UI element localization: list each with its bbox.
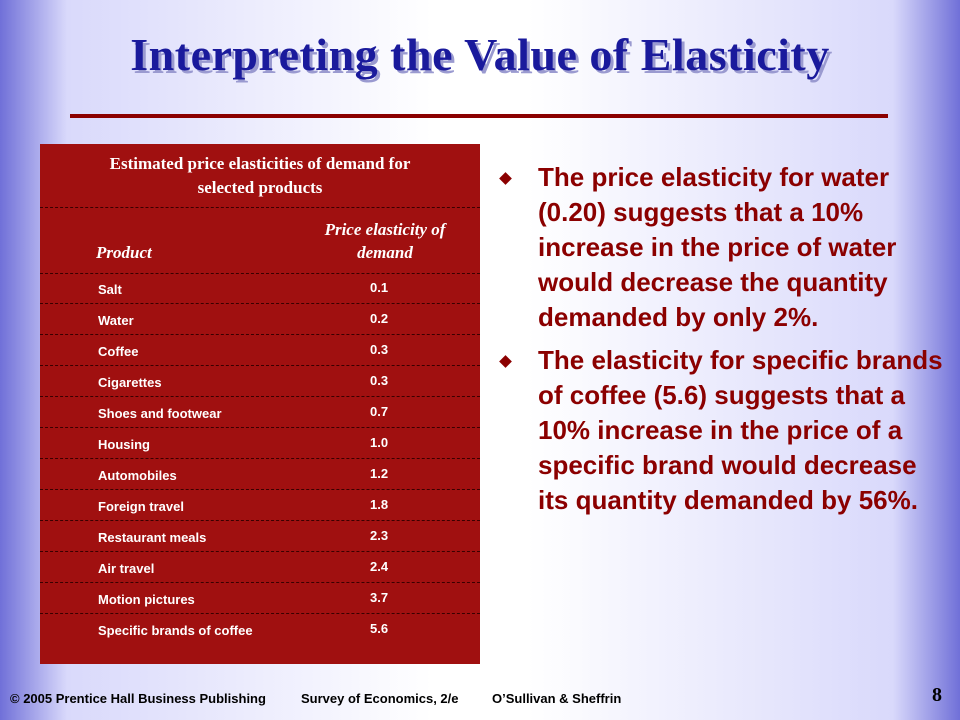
product-name: Water (98, 313, 134, 328)
table-row: Foreign travel 1.8 (40, 490, 480, 521)
table-row: Motion pictures 3.7 (40, 583, 480, 614)
table-row: Salt 0.1 (40, 273, 480, 304)
table-row: Restaurant meals 2.3 (40, 521, 480, 552)
diamond-bullet-icon (499, 355, 512, 368)
bullet-text: The elasticity for specific brands of co… (538, 345, 943, 515)
footer-authors: O’Sullivan & Sheffrin (492, 691, 622, 706)
table-row: Specific brands of coffee 5.6 (40, 614, 480, 684)
table-row: Coffee 0.3 (40, 335, 480, 366)
table-row: Cigarettes 0.3 (40, 366, 480, 397)
product-name: Housing (98, 437, 150, 452)
bullet-item: The elasticity for specific brands of co… (495, 343, 945, 518)
elasticity-table: Estimated price elasticities of demand f… (40, 144, 480, 664)
product-name: Specific brands of coffee (98, 623, 253, 638)
header-product: Product (96, 243, 152, 262)
product-name: Restaurant meals (98, 530, 207, 545)
product-name: Coffee (98, 344, 139, 359)
elasticity-value: 0.3 (370, 342, 389, 357)
footer-copyright: © 2005 Prentice Hall Business Publishing (10, 691, 266, 706)
table-row: Water 0.2 (40, 304, 480, 335)
bullet-list: The price elasticity for water (0.20) su… (495, 160, 945, 526)
table-row: Shoes and footwear 0.7 (40, 397, 480, 428)
table-body: Salt 0.1 Water 0.2 Coffee 0.3 Cigarettes 0.3… (40, 273, 480, 684)
elasticity-value: 0.1 (370, 280, 389, 295)
title-underline (70, 114, 888, 118)
elasticity-value: 0.3 (370, 373, 389, 388)
table-row: Air travel 2.4 (40, 552, 480, 583)
elasticity-value: 0.7 (370, 404, 389, 419)
elasticity-value: 0.2 (370, 311, 389, 326)
product-name: Salt (98, 282, 122, 297)
elasticity-value: 5.6 (370, 621, 389, 636)
elasticity-value: 2.4 (370, 559, 389, 574)
product-name: Foreign travel (98, 499, 184, 514)
elasticity-value: 1.2 (370, 466, 389, 481)
elasticity-value: 1.8 (370, 497, 389, 512)
product-name: Air travel (98, 561, 155, 576)
table-row: Automobiles 1.2 (40, 459, 480, 490)
table-header: Product Price elasticity of demand (40, 208, 480, 274)
header-elasticity: Price elasticity of demand (324, 220, 446, 262)
product-name: Motion pictures (98, 592, 195, 607)
footer-book-title: Survey of Economics, 2/e (301, 691, 459, 706)
diamond-bullet-icon (499, 172, 512, 185)
table-caption: Estimated price elasticities of demand f… (40, 144, 480, 208)
product-name: Automobiles (98, 468, 177, 483)
slide-title: Interpreting the Value of Elasticity (130, 29, 830, 80)
elasticity-value: 3.7 (370, 590, 389, 605)
table-row: Housing 1.0 (40, 428, 480, 459)
bullet-text: The price elasticity for water (0.20) su… (538, 162, 897, 332)
product-name: Cigarettes (98, 375, 162, 390)
elasticity-value: 1.0 (370, 435, 389, 450)
elasticity-value: 2.3 (370, 528, 389, 543)
bullet-item: The price elasticity for water (0.20) su… (495, 160, 945, 335)
page-number: 8 (932, 684, 942, 706)
product-name: Shoes and footwear (98, 406, 222, 421)
